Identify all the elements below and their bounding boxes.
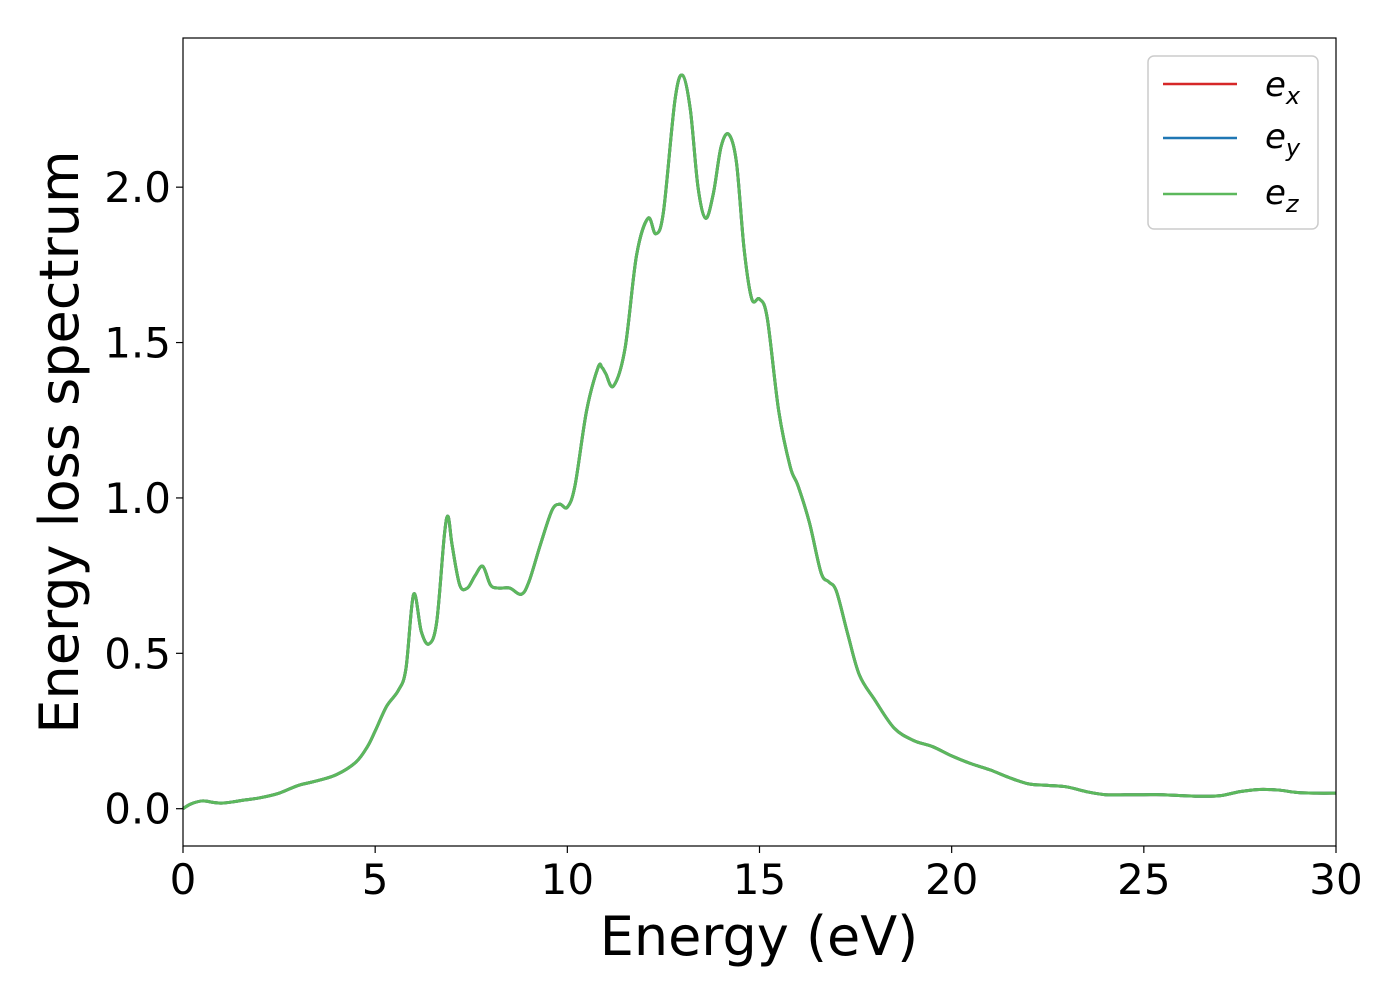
x-tick-label: 5 (362, 855, 389, 904)
x-axis-label: Energy (eV) (600, 905, 919, 968)
y-tick-label: 0.0 (104, 785, 171, 834)
series-layer (182, 73, 1337, 810)
legend-label-ex: ex (1265, 65, 1301, 110)
y-tick-label: 2.0 (104, 163, 171, 212)
x-tick-label: 10 (541, 855, 594, 904)
x-tick-label: 15 (733, 855, 786, 904)
y-tick-label: 0.5 (104, 629, 171, 678)
y-tick-label: 1.0 (104, 474, 171, 523)
y-axis-label: Energy loss spectrum (28, 150, 91, 733)
series-line-ez (182, 73, 1337, 810)
legend: ex ey ez (1147, 55, 1319, 230)
legend-label-ez: ez (1265, 173, 1300, 218)
plot-area (183, 38, 1336, 846)
x-tick-label: 20 (925, 855, 978, 904)
x-tick-label: 30 (1309, 855, 1362, 904)
x-tick-label: 0 (170, 855, 197, 904)
y-axis-ticks: 0.0 0.5 1.0 1.5 2.0 (104, 163, 183, 834)
x-axis-ticks: 0 5 10 15 20 25 30 (170, 846, 1363, 904)
x-tick-label: 25 (1117, 855, 1170, 904)
legend-label-ey: ey (1265, 117, 1301, 162)
legend-box (1147, 55, 1319, 230)
y-tick-label: 1.5 (104, 319, 171, 368)
